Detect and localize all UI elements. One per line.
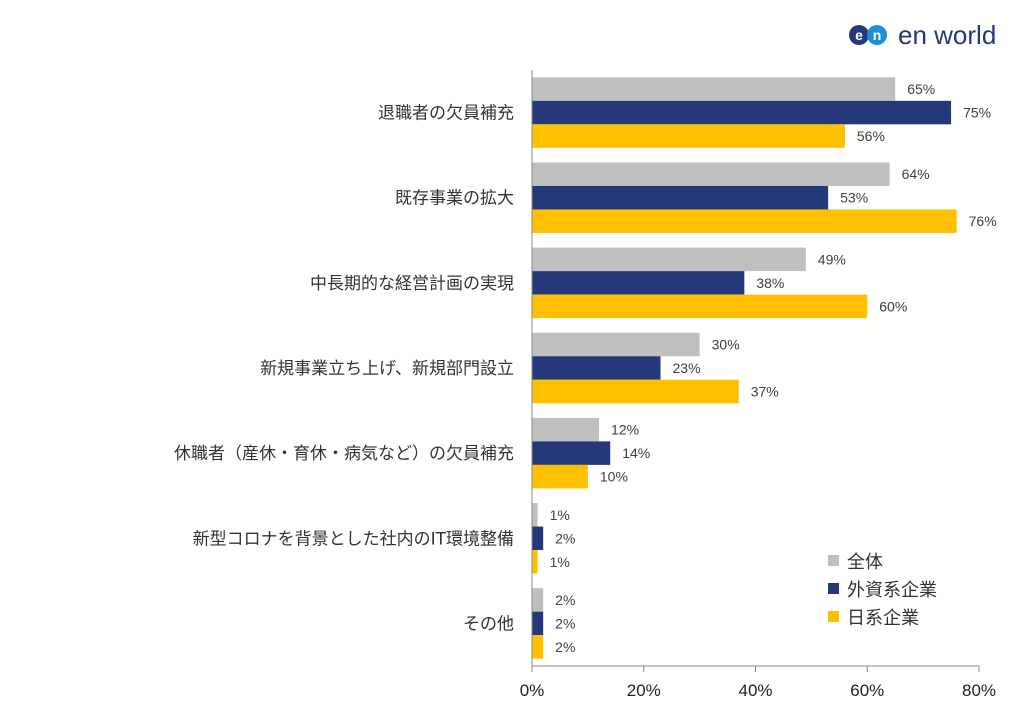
data-label: 75% bbox=[963, 105, 991, 121]
bar bbox=[532, 294, 868, 319]
bar bbox=[532, 356, 661, 380]
bar bbox=[532, 550, 538, 574]
bar bbox=[532, 77, 896, 101]
bar bbox=[532, 162, 890, 186]
x-tick-label: 40% bbox=[738, 681, 772, 700]
bar bbox=[532, 332, 700, 357]
legend-label: 日系企業 bbox=[847, 608, 919, 629]
bar bbox=[532, 526, 544, 551]
bar bbox=[532, 185, 829, 210]
bar bbox=[532, 124, 845, 148]
bar bbox=[532, 271, 745, 295]
category-label: 中長期的な経営計画の実現 bbox=[310, 274, 514, 294]
bar bbox=[532, 635, 544, 659]
bar bbox=[532, 611, 544, 636]
data-label: 38% bbox=[756, 275, 784, 291]
svg-text:e: e bbox=[855, 27, 863, 43]
category-label: 退職者の欠員補充 bbox=[378, 104, 514, 124]
x-tick-label: 0% bbox=[520, 681, 545, 700]
svg-text:en world: en world bbox=[898, 20, 996, 50]
data-label: 10% bbox=[600, 469, 628, 485]
en-world-logo-graphic: e n en world bbox=[849, 20, 996, 50]
legend-label: 全体 bbox=[847, 552, 883, 573]
x-tick-label: 20% bbox=[627, 681, 661, 700]
legend-swatch bbox=[828, 611, 839, 622]
legend-label: 外資系企業 bbox=[847, 580, 937, 601]
en-world-logo: e n en world bbox=[848, 16, 1008, 56]
category-label: 既存事業の拡大 bbox=[395, 189, 514, 209]
data-label: 12% bbox=[611, 422, 639, 438]
data-label: 60% bbox=[879, 298, 907, 314]
data-label: 1% bbox=[550, 507, 570, 523]
data-label: 64% bbox=[902, 166, 930, 182]
bar bbox=[532, 209, 957, 233]
bar bbox=[532, 417, 600, 442]
data-label: 49% bbox=[818, 251, 846, 267]
data-label: 23% bbox=[673, 360, 701, 376]
data-label: 30% bbox=[712, 337, 740, 353]
svg-text:n: n bbox=[873, 27, 882, 43]
data-label: 56% bbox=[857, 128, 885, 144]
bar bbox=[532, 503, 538, 527]
data-label: 2% bbox=[555, 615, 575, 631]
data-label: 1% bbox=[550, 554, 570, 570]
data-label: 2% bbox=[555, 639, 575, 655]
bar bbox=[532, 100, 952, 125]
category-label: 新規事業立ち上げ、新規部門設立 bbox=[260, 359, 514, 379]
x-tick-label: 60% bbox=[850, 681, 884, 700]
data-label: 65% bbox=[907, 81, 935, 97]
bar bbox=[532, 247, 806, 272]
bar bbox=[532, 588, 544, 612]
category-label: 休職者（産休・育休・病気など）の欠員補充 bbox=[174, 444, 514, 464]
data-label: 76% bbox=[969, 213, 997, 229]
category-label: その他 bbox=[463, 614, 514, 634]
bar bbox=[532, 379, 739, 404]
data-label: 53% bbox=[840, 190, 868, 206]
legend-swatch bbox=[828, 555, 839, 566]
data-label: 2% bbox=[555, 592, 575, 608]
legend-swatch bbox=[828, 583, 839, 594]
x-tick-label: 80% bbox=[962, 681, 996, 700]
data-label: 14% bbox=[622, 445, 650, 461]
data-label: 37% bbox=[751, 384, 779, 400]
bar bbox=[532, 464, 588, 489]
category-label: 新型コロナを背景とした社内のIT環境整備 bbox=[193, 529, 514, 549]
data-label: 2% bbox=[555, 530, 575, 546]
bar bbox=[532, 441, 611, 465]
